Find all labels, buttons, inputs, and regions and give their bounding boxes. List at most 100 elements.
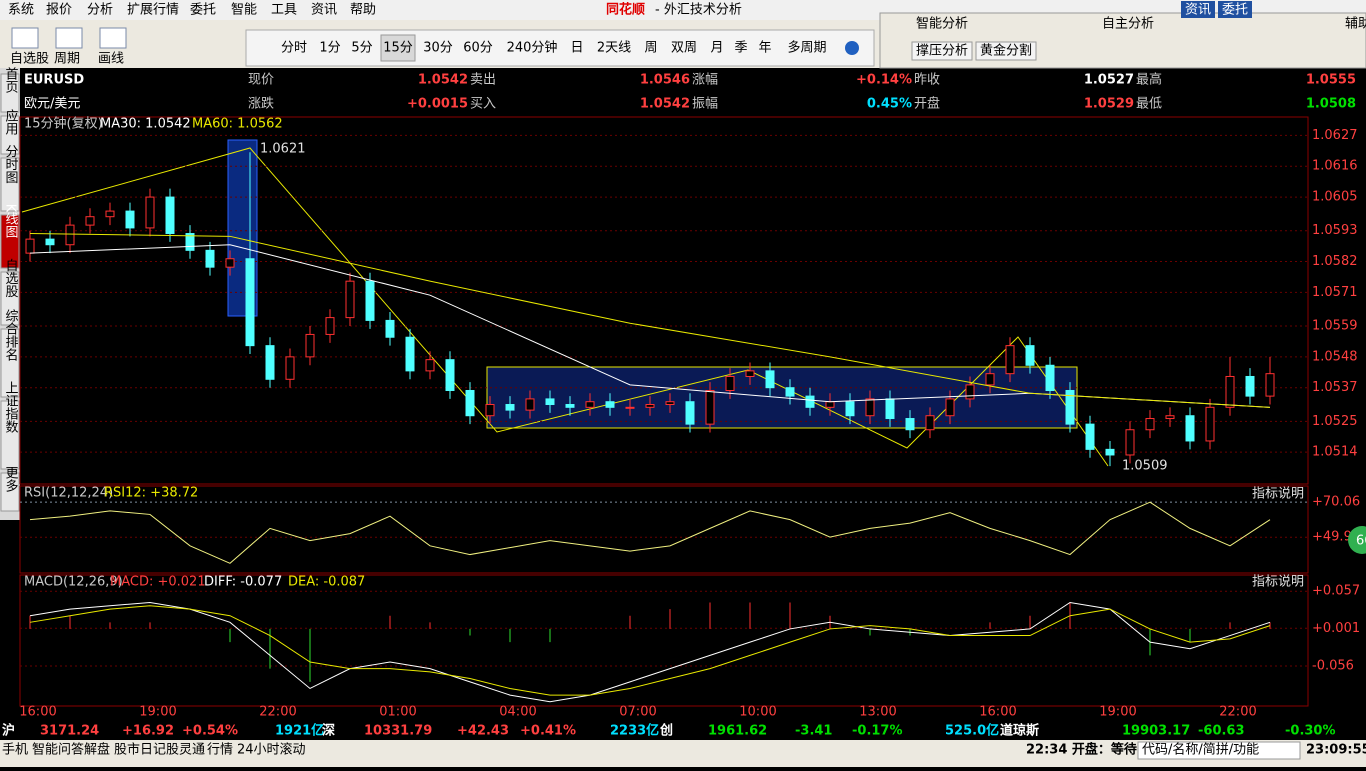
panel-button-label[interactable]: 撑压分析 (916, 44, 968, 59)
badge (1348, 526, 1366, 554)
status-link[interactable]: 手机 (2, 743, 28, 758)
status-link[interactable]: 行情 (207, 743, 233, 758)
ticker-item: +42.43 (457, 724, 509, 739)
side-tab-label[interactable]: 综合排名 (3, 309, 19, 361)
y-tick-label: 1.0571 (1312, 285, 1358, 300)
period-button[interactable]: 季 (734, 41, 747, 56)
annotation: 1.0621 (260, 142, 306, 157)
menu-item[interactable]: 分析 (87, 3, 113, 18)
period-button[interactable]: 多周期 (787, 40, 826, 56)
period-button[interactable]: 分时 (281, 41, 307, 56)
ticker-bar (0, 720, 1366, 740)
top-button[interactable] (1181, 1, 1215, 18)
panel-tab[interactable]: 自主分析 (1102, 17, 1154, 32)
side-tab-label[interactable]: 自选股 (3, 259, 19, 299)
side-tab[interactable] (0, 472, 20, 512)
search-placeholder[interactable]: 代码/名称/简拼/功能 (1142, 742, 1259, 758)
tool-icon[interactable] (99, 27, 127, 49)
rsi-value: RSI12: +38.72 (104, 486, 198, 501)
help-button[interactable]: 指标说明 (1252, 487, 1304, 502)
panel-side[interactable]: 辅助 (1345, 17, 1366, 32)
side-tab[interactable] (0, 271, 20, 326)
x-tick-label: 07:00 (619, 705, 656, 720)
ticker-item: 沪 (2, 723, 15, 739)
ticker-item: -0.17% (852, 724, 903, 739)
period-button[interactable]: 双周 (671, 41, 697, 56)
status-notice: 22:34 开盘：等待1 (1026, 742, 1146, 758)
panel-button[interactable] (975, 41, 1037, 61)
quote-label: 现价 (248, 73, 274, 88)
top-button-label[interactable]: 委托 (1222, 3, 1248, 18)
side-tab[interactable] (0, 115, 20, 155)
side-tab[interactable] (0, 328, 20, 398)
period-active[interactable] (380, 34, 416, 62)
ticker-item: 1961.62 (708, 724, 767, 739)
side-tab[interactable] (0, 400, 20, 470)
candle-body (1205, 406, 1215, 442)
tool-label[interactable]: 周期 (54, 52, 80, 67)
help-button[interactable]: 指标说明 (1252, 575, 1304, 590)
candle-body (985, 373, 995, 386)
tool-label[interactable]: 自选股 (10, 52, 49, 67)
panel-tab[interactable]: 智能分析 (916, 17, 968, 32)
period-button[interactable]: 日 (570, 41, 583, 56)
tool-icon[interactable] (11, 27, 39, 49)
settings-icon[interactable] (845, 41, 859, 55)
candle-body (485, 404, 495, 417)
top-button[interactable] (1218, 1, 1252, 18)
period-button[interactable]: 5分 (351, 41, 372, 56)
status-link[interactable]: 智能问答 (32, 742, 84, 758)
quote-value: 1.0542 (640, 97, 690, 112)
side-tab-label[interactable]: 更多 (3, 466, 19, 492)
candle-body (945, 398, 955, 417)
period-button[interactable]: 2天线 (597, 41, 631, 56)
side-tab[interactable] (0, 214, 20, 269)
side-tab-label[interactable]: K线图 (3, 204, 19, 239)
tool-icon[interactable] (55, 27, 83, 49)
status-link[interactable]: 股灵通 (166, 743, 205, 758)
menu-item[interactable]: 智能 (231, 3, 257, 18)
menu-item[interactable]: 帮助 (350, 3, 376, 18)
candle-body (25, 238, 35, 254)
side-tab[interactable] (0, 157, 20, 212)
search-box[interactable] (1137, 741, 1301, 760)
period-button[interactable]: 240分钟 (507, 40, 558, 56)
side-tab-label[interactable]: 上证指数 (3, 381, 19, 433)
side-tab-label[interactable]: 应用 (3, 108, 19, 136)
candle-body (1125, 429, 1135, 456)
candle-body (625, 406, 635, 409)
menu-item[interactable]: 工具 (271, 3, 297, 18)
period-button[interactable]: 1分 (319, 41, 340, 56)
period-button[interactable]: 60分 (463, 41, 493, 56)
menu-item[interactable]: 系统 (8, 3, 34, 18)
status-link[interactable]: 24小时滚动 (237, 742, 306, 758)
candle-body (525, 398, 535, 411)
side-tab-label[interactable]: 首页 (3, 67, 19, 93)
candle-body (165, 196, 175, 235)
menu-item[interactable]: 资讯 (311, 3, 337, 18)
candle-body (305, 333, 315, 358)
period-button[interactable]: 30分 (423, 41, 453, 56)
ticker-item: +0.41% (520, 724, 576, 739)
y-tick-label: 1.0548 (1312, 349, 1358, 364)
menu-item[interactable]: 扩展行情 (127, 3, 179, 18)
menu-item[interactable]: 报价 (46, 3, 72, 18)
clock: 23:09:55 (1306, 743, 1366, 758)
menu-item[interactable]: 委托 (190, 3, 216, 18)
side-tab[interactable] (0, 73, 20, 113)
panel-button-label[interactable]: 黄金分割 (980, 43, 1032, 59)
period-button[interactable]: 周 (644, 41, 657, 56)
quote-value: 1.0508 (1306, 97, 1356, 112)
diff-value: DIFF: -0.077 (204, 575, 282, 590)
period-button[interactable]: 年 (758, 41, 771, 56)
tool-label[interactable]: 画线 (98, 52, 124, 67)
period-button[interactable]: 月 (710, 41, 723, 56)
panel-button[interactable] (911, 41, 973, 61)
status-link[interactable]: 解盘 (84, 742, 110, 758)
ma-line (29, 233, 1271, 408)
status-link[interactable]: 股市日记 (114, 742, 166, 758)
quote-label: 卖出 (470, 73, 496, 88)
side-tab-label[interactable]: 分时图 (3, 145, 19, 184)
period-button[interactable]: 15分 (383, 41, 413, 56)
top-button-label[interactable]: 资讯 (1185, 3, 1211, 18)
